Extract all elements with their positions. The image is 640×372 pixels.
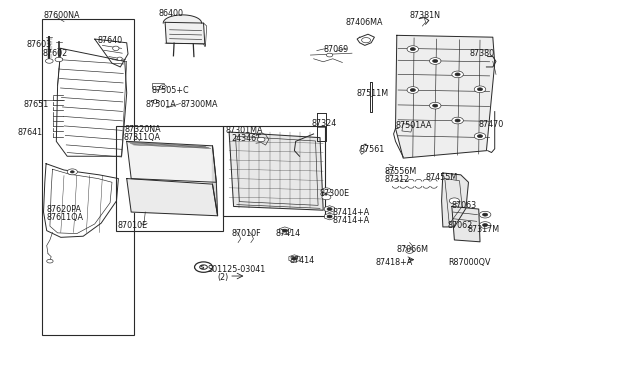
Circle shape [70,171,74,173]
Text: 87312: 87312 [385,175,410,184]
Text: 87600NA: 87600NA [44,11,80,20]
Text: 87561: 87561 [359,145,384,154]
Text: 87501A: 87501A [146,100,177,109]
Text: 87414: 87414 [275,229,300,238]
Text: 87414+A: 87414+A [332,208,369,217]
Text: 87063: 87063 [451,201,476,210]
Text: 87317M: 87317M [468,225,500,234]
Text: 87651: 87651 [23,100,48,109]
Polygon shape [396,35,495,158]
Text: 87511M: 87511M [356,89,388,98]
Text: 87406MA: 87406MA [346,18,383,27]
Circle shape [55,57,63,62]
Text: 87418+A: 87418+A [376,258,413,267]
Text: 87300E: 87300E [319,189,349,198]
Text: 87611QA: 87611QA [46,213,83,222]
Text: 87300MA: 87300MA [180,100,218,109]
Polygon shape [165,22,205,44]
Circle shape [407,87,419,93]
Text: 87470: 87470 [479,120,504,129]
Circle shape [45,59,53,63]
Circle shape [452,71,463,78]
Circle shape [474,133,486,140]
Polygon shape [127,141,216,182]
Circle shape [479,222,491,228]
Circle shape [200,265,207,269]
Circle shape [455,73,460,76]
Circle shape [479,211,491,218]
Text: 87641: 87641 [17,128,42,137]
Circle shape [433,104,438,107]
Circle shape [483,213,488,216]
Polygon shape [442,173,468,227]
Text: 87620PA: 87620PA [46,205,81,214]
Ellipse shape [113,46,119,51]
Polygon shape [127,179,218,216]
Circle shape [449,198,460,204]
Circle shape [429,102,441,109]
Circle shape [322,195,331,200]
Bar [42,19,134,335]
Circle shape [455,119,460,122]
Circle shape [327,215,332,218]
Circle shape [160,85,166,89]
Text: 87066M: 87066M [397,245,429,254]
Text: 87069: 87069 [323,45,348,54]
Ellipse shape [117,57,122,61]
Text: 87501AA: 87501AA [396,121,432,130]
Text: R87000QV: R87000QV [448,258,490,267]
Text: 87301MA: 87301MA [225,126,263,135]
Circle shape [67,169,77,175]
Text: 87640: 87640 [97,36,122,45]
Text: 86400: 86400 [158,9,183,17]
Circle shape [483,224,488,227]
Circle shape [282,229,287,232]
Circle shape [387,170,394,174]
Circle shape [406,249,413,253]
Text: 87320NA: 87320NA [125,125,161,134]
Text: 87062: 87062 [447,221,472,230]
Circle shape [433,60,438,62]
Text: 87380: 87380 [469,49,494,58]
Circle shape [429,58,441,64]
Text: 87414: 87414 [290,256,315,265]
Polygon shape [212,146,218,216]
Circle shape [477,135,483,138]
Text: 87381N: 87381N [410,11,440,20]
Bar [223,126,325,216]
Circle shape [292,257,297,260]
Circle shape [452,117,463,124]
Bar [116,126,223,231]
Text: (2): (2) [218,273,229,282]
Text: 87455M: 87455M [426,173,458,182]
Circle shape [257,137,265,142]
Polygon shape [229,132,323,210]
Text: 87414+A: 87414+A [332,216,369,225]
Circle shape [410,89,415,92]
Circle shape [474,86,486,93]
Text: 87505+C: 87505+C [152,86,189,95]
Circle shape [410,48,415,51]
Circle shape [362,38,371,43]
Circle shape [195,262,212,272]
Text: 87010F: 87010F [232,229,261,238]
Circle shape [322,188,331,193]
Text: S01125-03041: S01125-03041 [208,265,266,274]
Text: 87010E: 87010E [117,221,147,230]
Text: 24346T: 24346T [232,134,262,143]
FancyBboxPatch shape [152,83,164,89]
Text: 87556M: 87556M [385,167,417,176]
Circle shape [407,46,419,52]
Text: 87311QA: 87311QA [124,133,161,142]
Polygon shape [452,206,480,242]
Text: 87603: 87603 [27,40,52,49]
Circle shape [327,208,332,211]
Text: 87602: 87602 [42,49,67,58]
Circle shape [47,259,53,263]
Circle shape [326,53,333,57]
Circle shape [477,88,483,91]
Text: 87324: 87324 [312,119,337,128]
Text: S: S [200,264,205,270]
